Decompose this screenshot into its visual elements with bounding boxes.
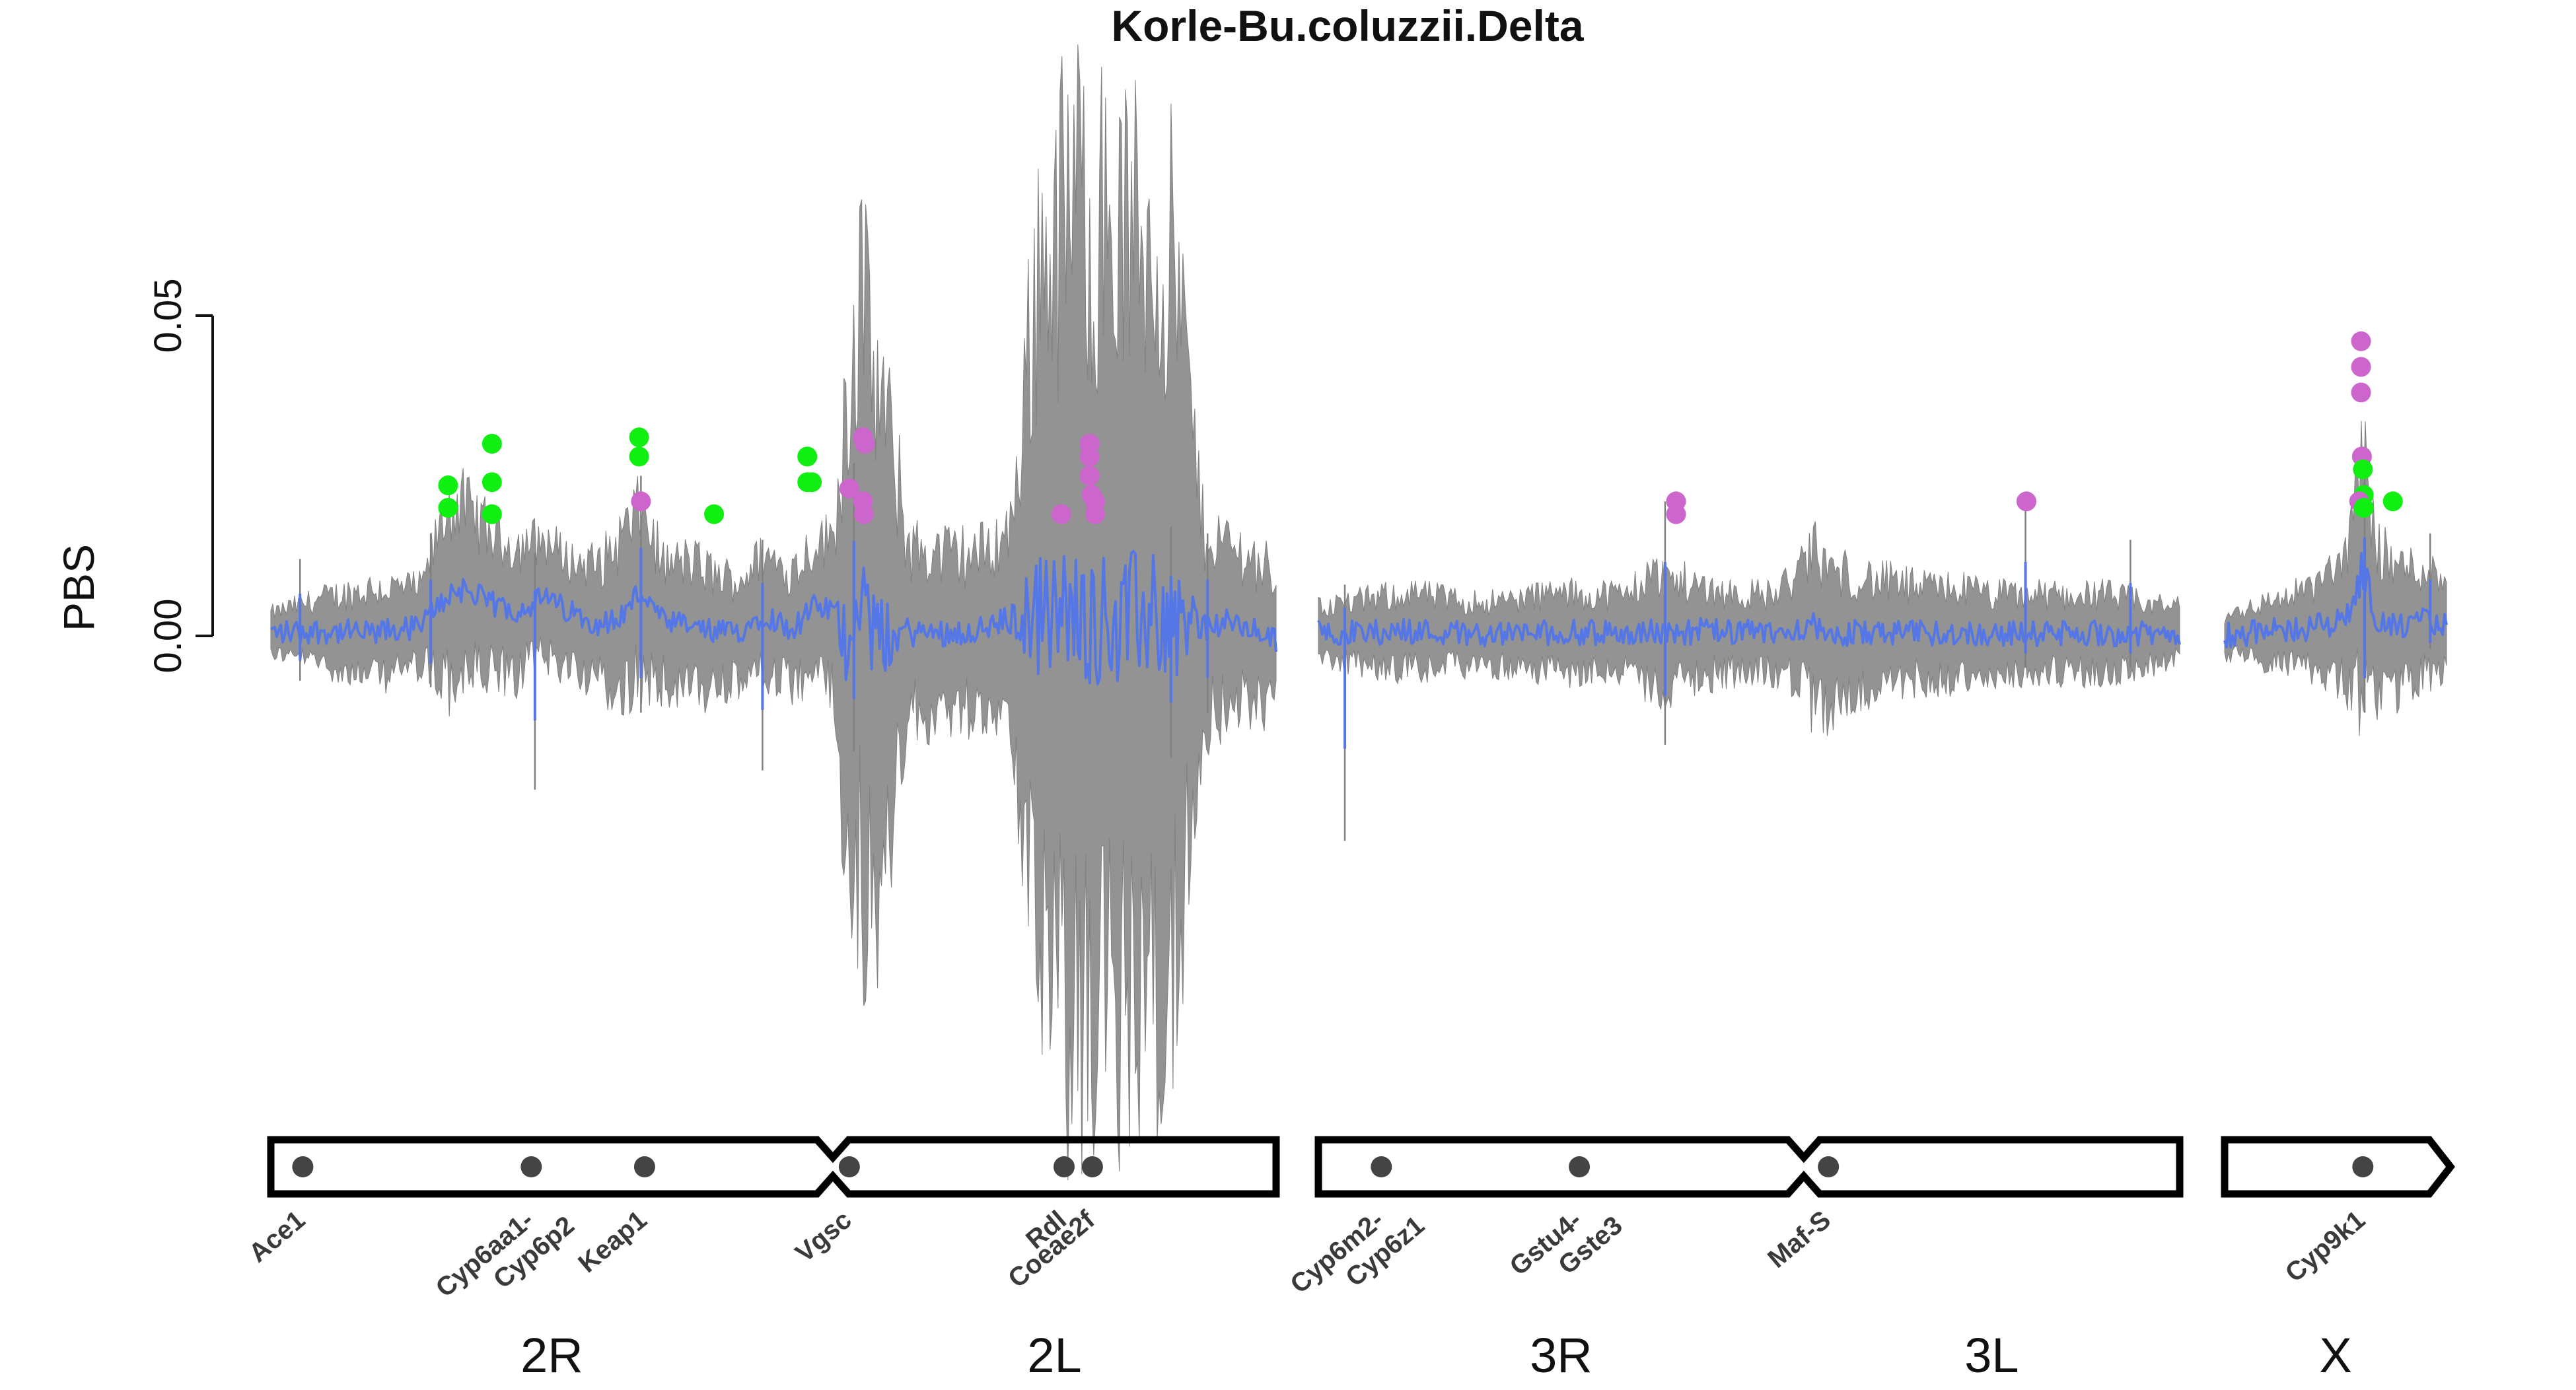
peak-point-green [482,472,502,493]
peak-point-pink [1079,446,1100,467]
peak-point-green [629,446,649,467]
gene-label: Maf-S [1762,1205,1836,1274]
gene-label-line: Vgsc [790,1205,857,1268]
gene-label: Ace1 [244,1205,311,1268]
peak-point-green [482,434,502,454]
y-tick-label: 0.05 [147,279,190,353]
arm-label-3R: 3R [1530,1328,1592,1383]
gene-marker [2352,1156,2374,1177]
gene-marker [1081,1156,1103,1177]
arm-label-2R: 2R [520,1328,583,1383]
gene-label: Cyp9k1 [2280,1205,2371,1288]
peak-point-pink [2351,331,2371,351]
peak-point-pink [839,478,859,499]
peak-point-green [704,504,725,524]
pbs-lines [270,537,2448,749]
gene-label: Cyp6aa1-Cyp6p2 [431,1187,580,1326]
y-axis: 0.00 0.05 [147,279,214,674]
ci-bands [270,44,2447,1181]
gene-label: Keap1 [573,1205,652,1278]
peak-point-green [2382,491,2403,512]
peak-point-pink [855,434,875,454]
gene-label: Vgsc [790,1205,857,1268]
chromosome-X [2221,1136,2455,1198]
peak-point-pink [2016,491,2036,512]
pbs-line-3 [1317,611,2181,648]
chromosome-2 [267,1136,1280,1198]
chart-title: Korle-Bu.coluzzii.Delta [1111,1,1584,50]
ci-band-X [2224,421,2447,736]
peak-point-green [797,446,818,467]
peak-point-green [2353,459,2373,479]
arm-label-2L: 2L [1027,1328,1081,1383]
gene-marker [633,1156,655,1177]
gene-marker [838,1156,860,1177]
gene-marker [1053,1156,1075,1177]
gene-marker [520,1156,542,1177]
peak-point-pink [1079,466,1100,486]
gene-label: Gstu4-Gste3 [1505,1187,1628,1304]
y-axis-label: PBS [54,544,103,631]
gene-label-line: Keap1 [573,1205,652,1278]
pbs-line-X [2223,551,2448,648]
chromosome-3 [1314,1136,2184,1198]
arm-label-3L: 3L [1964,1328,2019,1383]
peak-point-pink [2351,357,2371,377]
peak-point-green [438,475,458,496]
pbs-line-2 [270,549,1277,685]
peak-point-green [629,427,649,448]
arm-label-X: X [2319,1328,2351,1383]
peak-point-green [2353,498,2374,518]
peak-point-pink [2351,382,2371,403]
gene-label-line: Maf-S [1762,1205,1836,1274]
peak-point-pink [631,491,651,512]
gene-label-line: Cyp9k1 [2280,1205,2371,1288]
peak-point-pink [853,504,874,524]
y-tick-label: 0.00 [147,599,190,674]
gene-marker [292,1156,314,1177]
chromosome-ideogram [267,1136,2455,1198]
gene-marker [1371,1156,1392,1177]
gene-label: Cyp6m2-Cyp6z1 [1285,1187,1429,1323]
peak-point-green [802,472,822,493]
peak-point-pink [1666,504,1686,524]
peak-points [438,331,2403,524]
gene-label-line: Ace1 [244,1205,311,1268]
gene-marker [1818,1156,1840,1177]
peak-point-pink [1085,504,1106,524]
arm-labels: 2R 2L 3R 3L X [520,1328,2352,1383]
gene-marker [1569,1156,1591,1177]
peak-point-pink [1051,504,1071,524]
peak-point-green [438,498,458,518]
peak-point-green [482,504,502,524]
